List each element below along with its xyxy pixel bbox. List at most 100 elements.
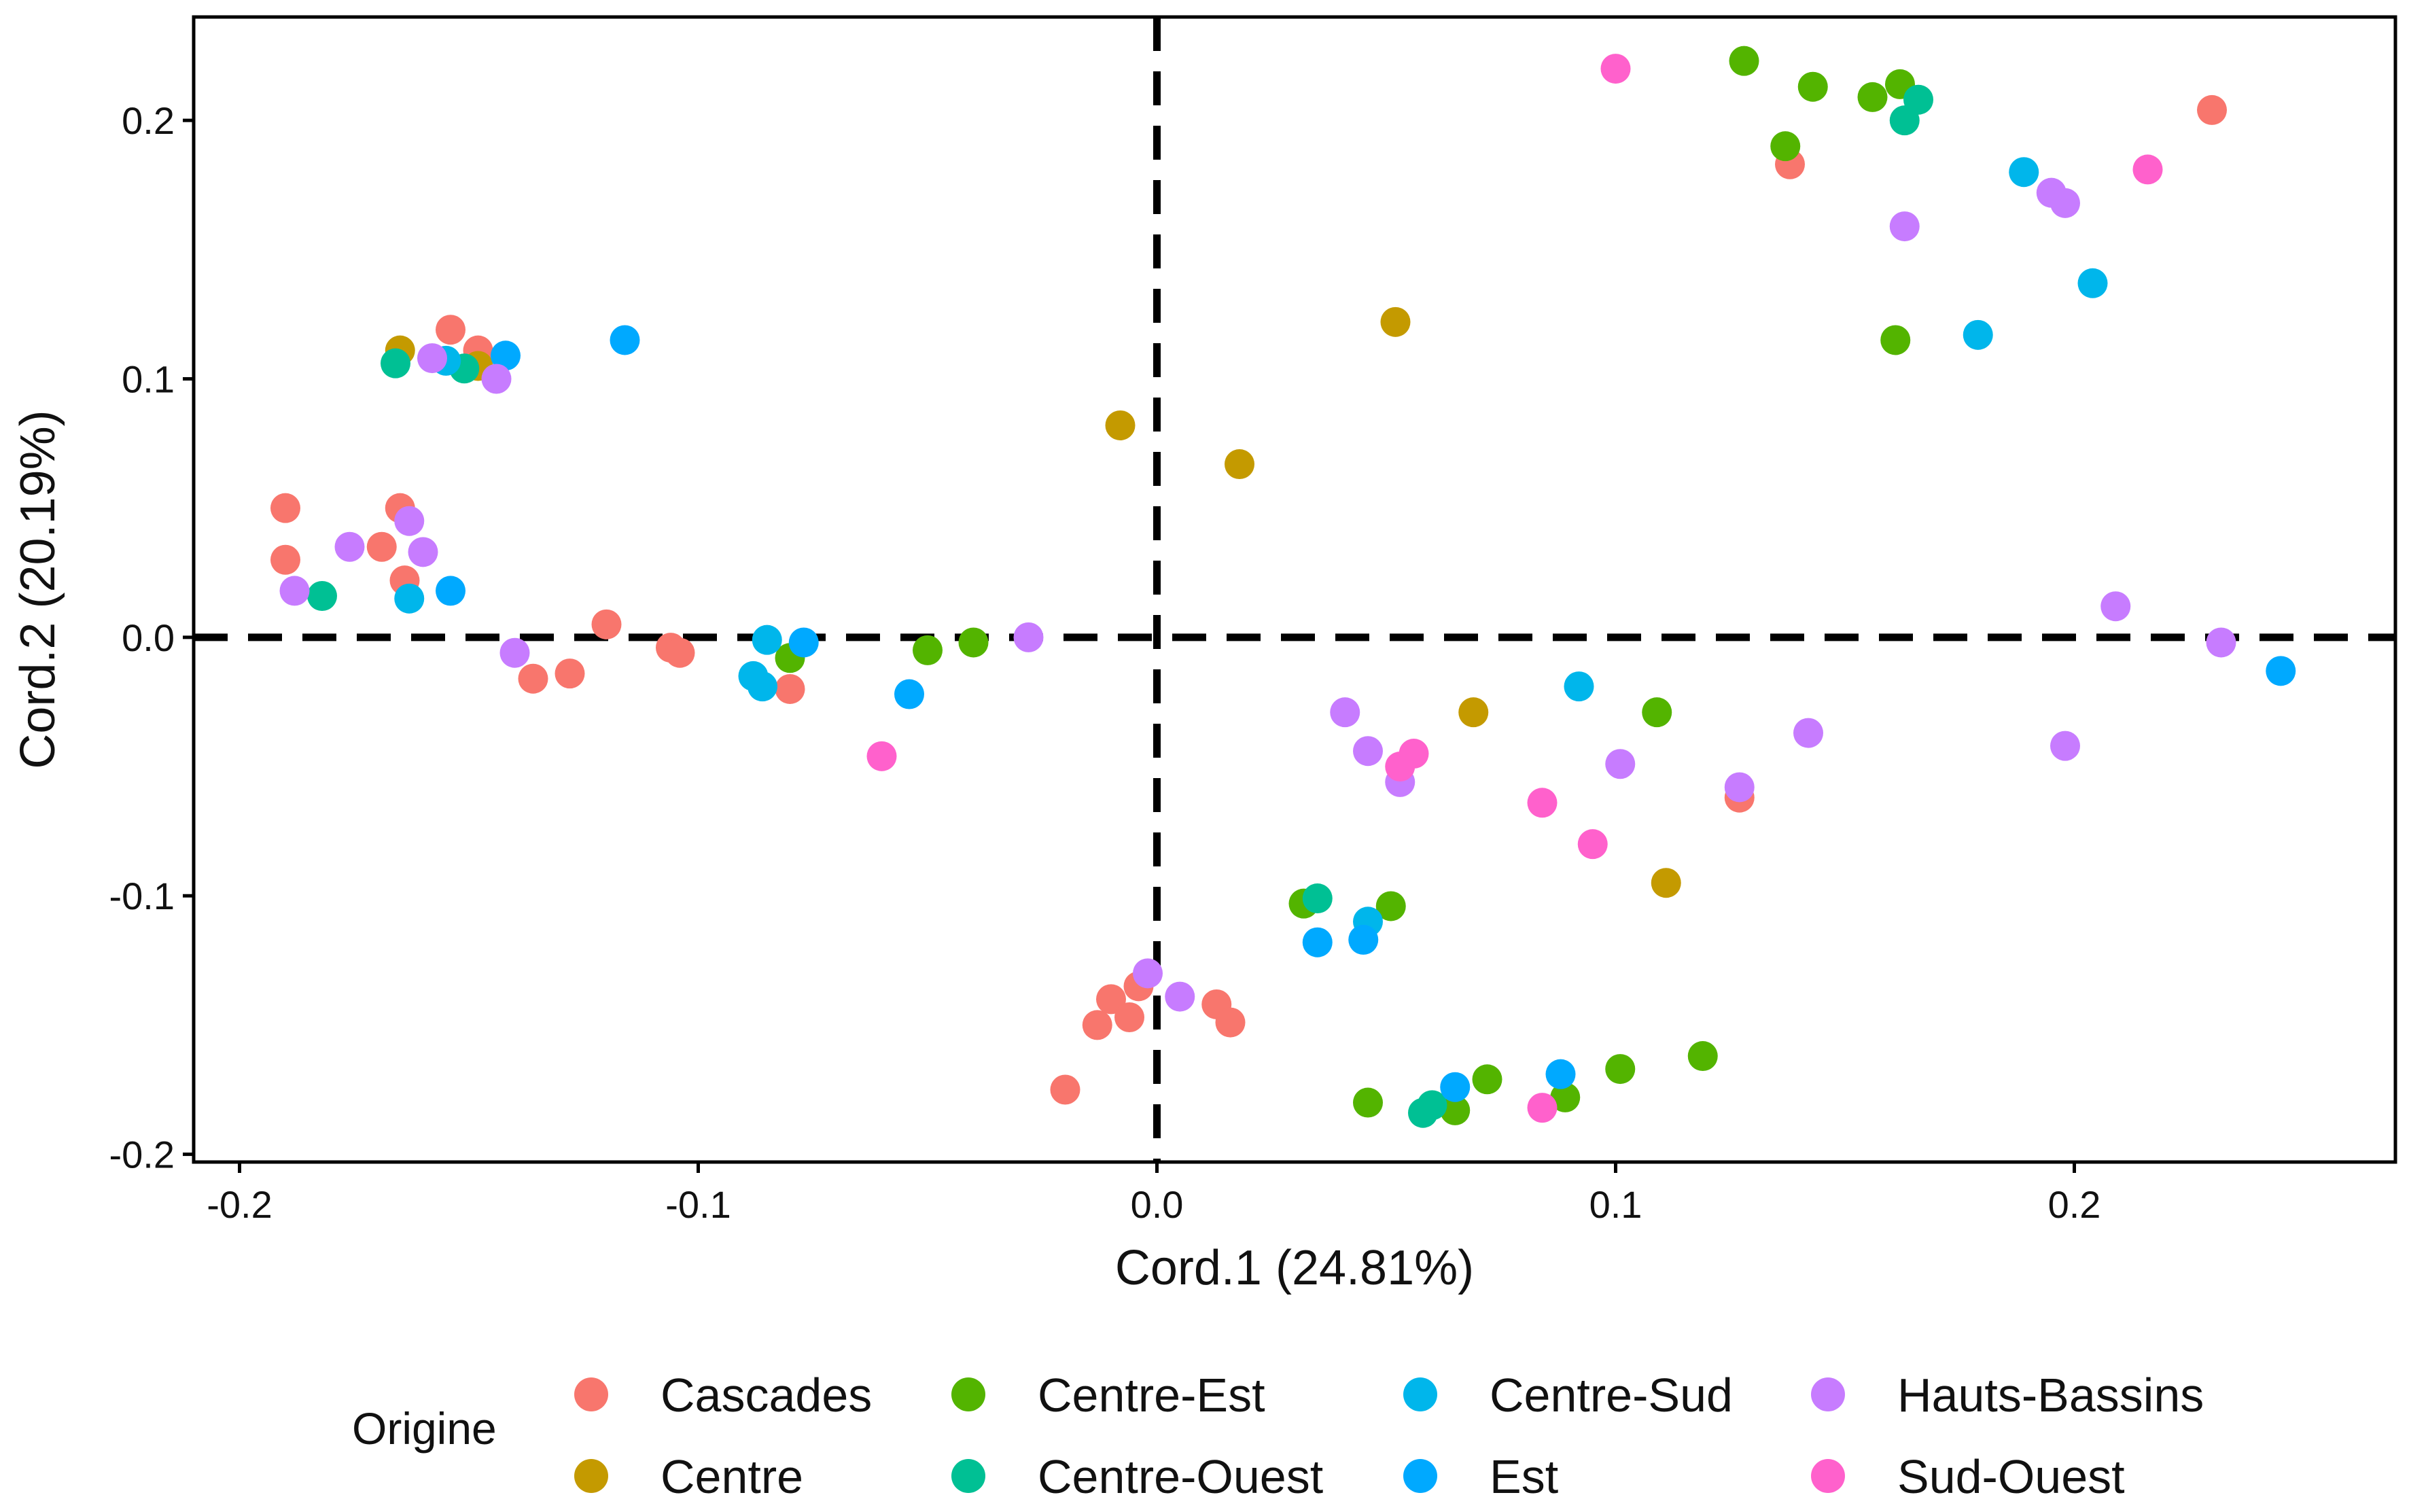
plot-panel-border xyxy=(192,15,2397,1164)
data-point xyxy=(1440,1072,1471,1102)
data-point xyxy=(1330,697,1360,728)
data-point xyxy=(334,531,365,562)
data-point xyxy=(913,635,943,665)
y-tick-label: 0.1 xyxy=(122,358,175,401)
legend-marker xyxy=(1811,1459,1845,1493)
data-point xyxy=(1114,1002,1144,1032)
legend-label: Est xyxy=(1490,1450,1558,1503)
data-point xyxy=(279,576,310,606)
data-point xyxy=(307,581,337,612)
data-point xyxy=(2197,94,2227,125)
data-point xyxy=(491,340,521,371)
data-point xyxy=(436,576,465,606)
data-point xyxy=(1013,622,1044,652)
x-tick-label: 0.0 xyxy=(1131,1183,1184,1226)
y-tick-label: 0.2 xyxy=(122,99,175,142)
data-point xyxy=(2077,268,2108,298)
legend-title: Origine xyxy=(352,1403,497,1454)
data-point xyxy=(1687,1041,1718,1072)
data-point xyxy=(958,627,989,658)
legend-label: Sud-Ouest xyxy=(1897,1450,2125,1503)
data-point xyxy=(555,658,585,689)
data-point xyxy=(408,537,438,567)
y-tick-label: 0.0 xyxy=(122,616,175,659)
data-point xyxy=(1605,1054,1636,1085)
axes-layer: -0.2 -0.1 0.0 0.1 0.2 0.2 0.1 0.0 -0.1 -0.2 xyxy=(109,15,2397,1226)
data-point xyxy=(1375,891,1406,921)
data-point xyxy=(417,343,447,374)
legend-label: Centre-Sud xyxy=(1490,1369,1733,1422)
x-tick-label: 0.1 xyxy=(1589,1183,1642,1226)
data-point xyxy=(1880,325,1911,355)
data-point xyxy=(610,325,640,355)
data-point xyxy=(270,544,300,575)
legend: Origine Cascades Centre Centre-Est Centre-O… xyxy=(352,1369,2204,1503)
data-point xyxy=(1348,924,1379,955)
legend-marker xyxy=(951,1459,985,1493)
data-point xyxy=(2206,627,2236,658)
data-point xyxy=(894,679,924,709)
data-point xyxy=(752,625,782,655)
data-point xyxy=(1605,749,1636,779)
data-point xyxy=(1600,54,1631,84)
data-point xyxy=(1353,1087,1383,1118)
y-tick-label: -0.1 xyxy=(109,875,175,917)
data-point xyxy=(1889,211,1920,242)
data-point xyxy=(499,637,530,668)
points-layer xyxy=(194,17,2395,1162)
x-tick-label: 0.2 xyxy=(2048,1183,2101,1226)
legend-marker xyxy=(1403,1459,1437,1493)
data-point xyxy=(1527,788,1558,818)
x-axis-title: Cord.1 (24.81%) xyxy=(1115,1241,1474,1295)
data-point xyxy=(1903,84,1933,115)
data-point xyxy=(394,583,425,614)
y-axis-title: Cord.2 (20.19%) xyxy=(11,410,65,769)
data-point xyxy=(1458,697,1489,728)
data-point xyxy=(1651,868,1681,898)
x-tick-label: -0.1 xyxy=(665,1183,731,1226)
data-point xyxy=(2050,188,2080,218)
legend-marker xyxy=(1403,1377,1437,1411)
data-point xyxy=(1096,984,1126,1015)
data-point xyxy=(1729,46,1759,76)
legend-marker xyxy=(574,1459,608,1493)
data-point xyxy=(775,673,805,704)
data-point xyxy=(1797,71,1828,102)
legend-label: Cascades xyxy=(661,1369,872,1422)
x-tick-label: -0.2 xyxy=(207,1183,272,1226)
data-point xyxy=(1963,319,1993,350)
data-point xyxy=(1302,883,1333,914)
data-point xyxy=(1302,927,1333,957)
data-point xyxy=(1793,718,1823,748)
data-point xyxy=(518,663,548,694)
legend-label: Centre xyxy=(661,1450,803,1503)
data-point xyxy=(1105,410,1136,440)
data-point xyxy=(2266,656,2296,686)
data-point xyxy=(1527,1093,1558,1123)
data-point xyxy=(2050,731,2080,761)
data-point xyxy=(1770,131,1801,162)
data-point xyxy=(1577,829,1608,860)
data-point xyxy=(1353,736,1383,767)
data-point xyxy=(1724,772,1755,803)
data-point xyxy=(1564,671,1594,702)
legend-label: Centre-Est xyxy=(1038,1369,1265,1422)
data-point xyxy=(436,315,465,345)
data-point xyxy=(1082,1010,1112,1040)
data-point xyxy=(1417,1090,1447,1121)
data-point xyxy=(1215,1007,1246,1038)
data-point xyxy=(366,531,397,562)
data-point xyxy=(1440,1095,1471,1125)
data-point xyxy=(270,493,300,523)
data-point xyxy=(1857,82,1888,112)
data-point xyxy=(866,741,897,771)
data-point xyxy=(1050,1074,1080,1105)
data-point xyxy=(1380,306,1411,337)
data-point xyxy=(381,348,410,379)
legend-marker xyxy=(574,1377,608,1411)
legend-marker xyxy=(1811,1377,1845,1411)
data-point xyxy=(2009,157,2039,188)
y-tick-label: -0.2 xyxy=(109,1133,175,1176)
data-point xyxy=(1550,1082,1581,1112)
